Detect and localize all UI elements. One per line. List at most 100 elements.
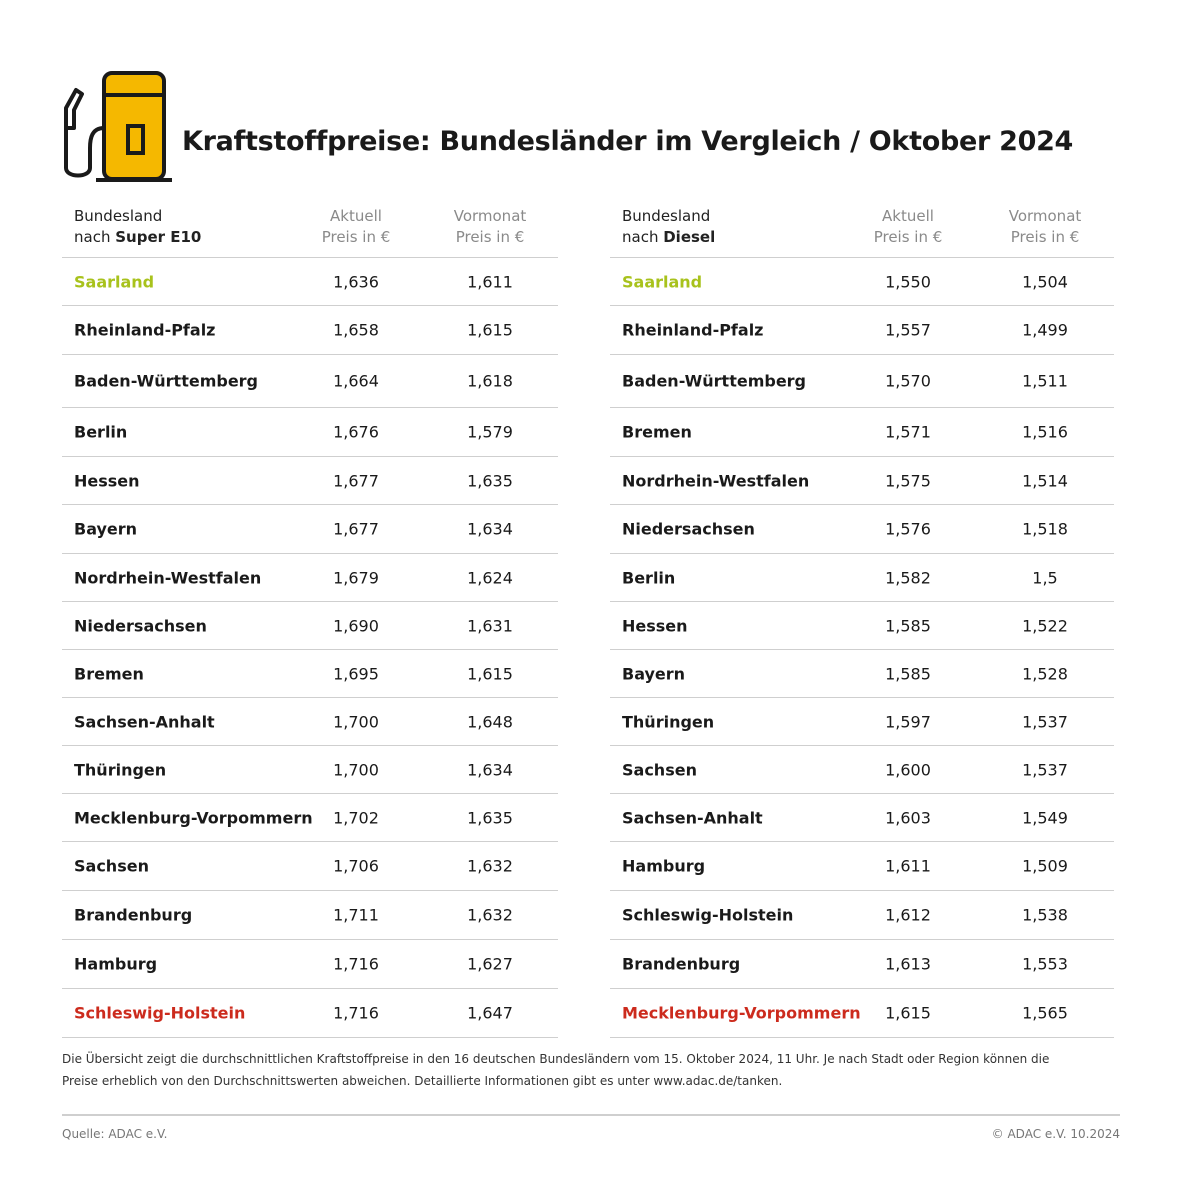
cell-current-price: 1,582 xyxy=(885,568,931,587)
cell-current-price: 1,679 xyxy=(333,568,379,587)
cell-previous-price: 1,528 xyxy=(1022,664,1068,683)
cell-bundesland: Mecklenburg-Vorpommern xyxy=(74,808,313,827)
cell-previous-price: 1,635 xyxy=(467,808,513,827)
column-header-previous: Vormonat Preis in € xyxy=(1008,207,1082,246)
table-row: Bremen 1,695 1,615 xyxy=(62,650,558,698)
cell-current-price: 1,676 xyxy=(333,422,379,442)
cell-current-price: 1,716 xyxy=(333,954,379,974)
table-row: Thüringen 1,597 1,537 xyxy=(610,698,1114,746)
table-row: Rheinland-Pfalz 1,557 1,499 xyxy=(610,306,1114,355)
cell-current-price: 1,575 xyxy=(885,471,931,490)
table-row: Baden-Württemberg 1,570 1,511 xyxy=(610,355,1114,408)
cell-current-price: 1,711 xyxy=(333,905,379,925)
cell-current-price: 1,615 xyxy=(885,1003,931,1023)
cell-bundesland: Sachsen-Anhalt xyxy=(622,808,763,827)
table-row: Brandenburg 1,613 1,553 xyxy=(610,940,1114,989)
cell-previous-price: 1,511 xyxy=(1022,371,1068,391)
cell-previous-price: 1,632 xyxy=(467,856,513,876)
cell-bundesland: Hamburg xyxy=(622,856,706,876)
table-row: Nordrhein-Westfalen 1,575 1,514 xyxy=(610,457,1114,505)
cell-current-price: 1,570 xyxy=(885,371,931,391)
cell-bundesland: Hessen xyxy=(622,616,688,635)
cell-current-price: 1,611 xyxy=(885,856,931,876)
table-row: Saarland 1,550 1,504 xyxy=(610,258,1114,306)
cell-previous-price: 1,537 xyxy=(1022,712,1068,731)
column-header-current: Aktuell Preis in € xyxy=(873,207,943,246)
cell-previous-price: 1,648 xyxy=(467,712,513,731)
table-row: Schleswig-Holstein 1,716 1,647 xyxy=(62,989,558,1038)
table-row: Sachsen 1,706 1,632 xyxy=(62,842,558,891)
cell-bundesland: Sachsen-Anhalt xyxy=(74,712,215,731)
cell-current-price: 1,557 xyxy=(885,320,931,340)
table-row: Sachsen 1,600 1,537 xyxy=(610,746,1114,794)
cell-current-price: 1,585 xyxy=(885,664,931,683)
cell-bundesland: Nordrhein-Westfalen xyxy=(622,471,810,490)
table-row: Rheinland-Pfalz 1,658 1,615 xyxy=(62,306,558,355)
cell-previous-price: 1,615 xyxy=(467,320,513,340)
column-header-previous: Vormonat Preis in € xyxy=(453,207,527,246)
table-row: Berlin 1,676 1,579 xyxy=(62,408,558,457)
cell-bundesland: Hessen xyxy=(74,471,140,490)
cell-bundesland: Saarland xyxy=(622,272,703,291)
table-row: Nordrhein-Westfalen 1,679 1,624 xyxy=(62,554,558,602)
cell-previous-price: 1,624 xyxy=(467,568,513,587)
table-super-e10: Bundesland nach Super E10 Aktuell Preis … xyxy=(62,200,558,1038)
cell-bundesland: Brandenburg xyxy=(622,954,741,974)
fuel-pump-icon xyxy=(64,71,172,182)
table-row: Thüringen 1,700 1,634 xyxy=(62,746,558,794)
copyright-label: © ADAC e.V. 10.2024 xyxy=(991,1127,1120,1141)
table-row: Bremen 1,571 1,516 xyxy=(610,408,1114,457)
cell-current-price: 1,612 xyxy=(885,905,931,925)
cell-current-price: 1,690 xyxy=(333,616,379,635)
cell-current-price: 1,613 xyxy=(885,954,931,974)
cell-bundesland: Thüringen xyxy=(74,760,167,779)
cell-previous-price: 1,634 xyxy=(467,760,513,779)
footnote: Die Übersicht zeigt die durchschnittlich… xyxy=(62,1052,1050,1088)
cell-bundesland: Schleswig-Holstein xyxy=(74,1003,246,1023)
table-row: Berlin 1,582 1,5 xyxy=(610,554,1114,602)
table-row: Hessen 1,585 1,522 xyxy=(610,602,1114,650)
cell-current-price: 1,677 xyxy=(333,519,379,539)
cell-bundesland: Baden-Württemberg xyxy=(74,371,259,391)
cell-bundesland: Saarland xyxy=(74,272,155,291)
table-row: Hamburg 1,716 1,627 xyxy=(62,940,558,989)
cell-previous-price: 1,618 xyxy=(467,371,513,391)
cell-bundesland: Bayern xyxy=(622,664,686,683)
cell-bundesland: Schleswig-Holstein xyxy=(622,905,794,925)
cell-current-price: 1,585 xyxy=(885,616,931,635)
cell-current-price: 1,700 xyxy=(333,760,379,779)
cell-bundesland: Sachsen xyxy=(622,760,697,779)
cell-previous-price: 1,549 xyxy=(1022,808,1068,827)
cell-previous-price: 1,615 xyxy=(467,664,513,683)
cell-bundesland: Bremen xyxy=(74,664,144,683)
cell-current-price: 1,677 xyxy=(333,471,379,490)
table-row: Brandenburg 1,711 1,632 xyxy=(62,891,558,940)
cell-bundesland: Niedersachsen xyxy=(622,519,755,539)
cell-current-price: 1,695 xyxy=(333,664,379,683)
cell-current-price: 1,600 xyxy=(885,760,931,779)
cell-bundesland: Rheinland-Pfalz xyxy=(74,320,216,340)
cell-current-price: 1,664 xyxy=(333,371,379,391)
cell-bundesland: Baden-Württemberg xyxy=(622,371,807,391)
cell-previous-price: 1,565 xyxy=(1022,1003,1068,1023)
column-header-current: Aktuell Preis in € xyxy=(321,207,391,246)
table-row: Niedersachsen 1,690 1,631 xyxy=(62,602,558,650)
cell-bundesland: Thüringen xyxy=(622,712,715,731)
cell-previous-price: 1,518 xyxy=(1022,519,1068,539)
cell-current-price: 1,716 xyxy=(333,1003,379,1023)
cell-bundesland: Bremen xyxy=(622,422,692,442)
table-header: Bundesland nach Super E10 Aktuell Preis … xyxy=(62,200,558,258)
cell-bundesland: Brandenburg xyxy=(74,905,193,925)
cell-current-price: 1,597 xyxy=(885,712,931,731)
cell-current-price: 1,702 xyxy=(333,808,379,827)
cell-current-price: 1,700 xyxy=(333,712,379,731)
cell-current-price: 1,603 xyxy=(885,808,931,827)
cell-previous-price: 1,647 xyxy=(467,1003,513,1023)
cell-current-price: 1,658 xyxy=(333,320,379,340)
cell-bundesland: Bayern xyxy=(74,519,138,539)
table-row: Mecklenburg-Vorpommern 1,615 1,565 xyxy=(610,989,1114,1038)
cell-previous-price: 1,627 xyxy=(467,954,513,974)
cell-previous-price: 1,611 xyxy=(467,272,513,291)
table-row: Saarland 1,636 1,611 xyxy=(62,258,558,306)
table-row: Bayern 1,585 1,528 xyxy=(610,650,1114,698)
